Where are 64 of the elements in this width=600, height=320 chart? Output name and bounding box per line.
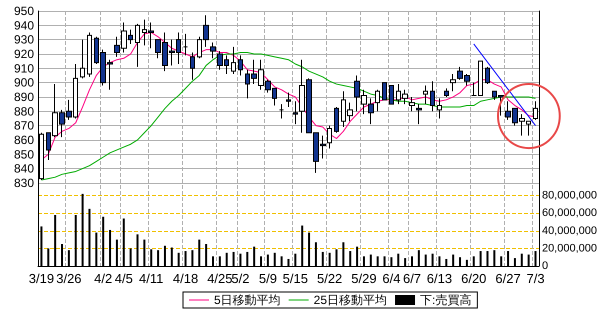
candlestick bbox=[437, 98, 442, 119]
candlestick bbox=[423, 84, 428, 105]
candlestick bbox=[183, 33, 188, 56]
x-tick-label: 5/22 bbox=[316, 271, 342, 286]
candlestick bbox=[450, 74, 456, 92]
x-tick-label: 5/29 bbox=[351, 271, 377, 286]
y2-tick-label: 20,000,000 bbox=[542, 242, 598, 254]
y-tick-label: 890 bbox=[14, 90, 34, 104]
x-tick-label: 4/2 bbox=[94, 271, 112, 286]
y-tick-label: 930 bbox=[14, 32, 34, 47]
y-tick-label: 830 bbox=[14, 176, 34, 190]
x-tick-label: 6/20 bbox=[461, 271, 486, 286]
x-tick-label: 6/27 bbox=[495, 271, 521, 286]
x-tick-label: 4/25 bbox=[207, 271, 233, 286]
y-tick-label: 940 bbox=[14, 18, 34, 32]
candlestick bbox=[190, 52, 195, 80]
candlestick bbox=[87, 32, 92, 78]
candlestick bbox=[80, 39, 85, 79]
candlestick bbox=[389, 84, 394, 105]
candlestick bbox=[293, 100, 298, 125]
x-tick-label: 4/18 bbox=[172, 271, 198, 286]
candlestick bbox=[416, 104, 422, 125]
y-tick-label: 860 bbox=[14, 132, 34, 147]
x-tick-label: 6/4 bbox=[382, 271, 400, 286]
candlestick bbox=[430, 80, 435, 112]
candlestick bbox=[375, 89, 380, 112]
candlestick bbox=[231, 46, 236, 75]
candlestick bbox=[286, 92, 291, 108]
legend-label: 下:売買高 bbox=[420, 293, 472, 307]
candlestick bbox=[279, 104, 284, 119]
x-tick-label: 7/3 bbox=[526, 271, 545, 286]
y-tick-label: 920 bbox=[14, 46, 34, 61]
y2-tick-label: 80,000,000 bbox=[542, 190, 598, 202]
candlestick bbox=[485, 66, 490, 85]
x-tick-label: 4/11 bbox=[139, 271, 164, 286]
x-tick-label: 5/2 bbox=[231, 271, 250, 286]
x-tick-label: 5/15 bbox=[282, 271, 308, 286]
y-tick-label: 870 bbox=[14, 118, 34, 133]
x-tick-label: 6/7 bbox=[402, 271, 422, 286]
line-series bbox=[40, 52, 536, 181]
y-tick-label: 900 bbox=[14, 76, 34, 90]
x-tick-label: 6/13 bbox=[426, 271, 452, 286]
y-tick-label: 910 bbox=[14, 61, 34, 76]
y-tick-label: 840 bbox=[14, 162, 34, 176]
y2-tick-label: 0 bbox=[542, 260, 548, 272]
candlestick bbox=[327, 125, 332, 150]
candlestick bbox=[238, 54, 243, 76]
x-tick-label: 3/26 bbox=[56, 271, 82, 286]
x-tick-label: 5/9 bbox=[258, 271, 277, 286]
candlestick bbox=[409, 96, 415, 112]
y2-tick-label: 60,000,000 bbox=[542, 207, 598, 220]
y-tick-label: 880 bbox=[14, 104, 34, 118]
x-tick-label: 4/5 bbox=[114, 271, 133, 286]
x-tick-label: 3/19 bbox=[28, 271, 54, 286]
y2-tick-label: 40,000,000 bbox=[542, 224, 598, 237]
y-tick-label: 950 bbox=[14, 4, 34, 18]
legend-label: 5日移動平均 bbox=[214, 293, 281, 307]
candlestick bbox=[334, 106, 339, 134]
candlestick bbox=[135, 23, 140, 68]
legend-label: 25日移動平均 bbox=[314, 293, 388, 307]
candlestick bbox=[444, 88, 449, 98]
candlestick bbox=[210, 42, 216, 59]
y-tick-label: 850 bbox=[14, 147, 34, 162]
candlestick bbox=[382, 82, 387, 100]
